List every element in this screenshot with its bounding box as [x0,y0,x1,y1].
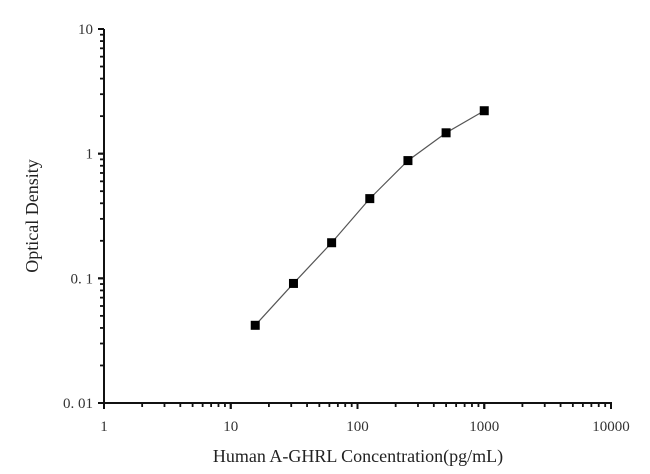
data-point-marker [250,320,260,330]
data-point-marker [365,194,375,204]
y-tick-label: 0. 01 [63,396,93,412]
series-line [254,110,485,326]
y-tick-label: 1 [86,147,94,163]
y-tick-label: 10 [78,22,93,38]
y-tick-label: 0. 1 [71,271,94,287]
data-point-marker [441,128,451,138]
y-tick-labels: 0. 01 0. 1 1 10 [63,22,93,412]
plot-area [250,106,489,330]
x-tick-label: 1000 [469,419,499,435]
x-tick-label: 100 [346,419,369,435]
data-point-marker [288,278,298,288]
x-tick-label: 1 [100,419,108,435]
data-point-marker [479,106,489,116]
x-axis-title: Human A-GHRL Concentration(pg/mL) [213,446,503,467]
x-tick-label: 10 [223,419,238,435]
data-point-marker [327,238,337,248]
data-point-marker [403,156,413,166]
axes [98,28,612,409]
x-tick-label: 10000 [592,419,630,435]
x-tick-labels: 1 10 100 1000 10000 [100,419,630,435]
y-axis-title: Optical Density [22,159,42,272]
